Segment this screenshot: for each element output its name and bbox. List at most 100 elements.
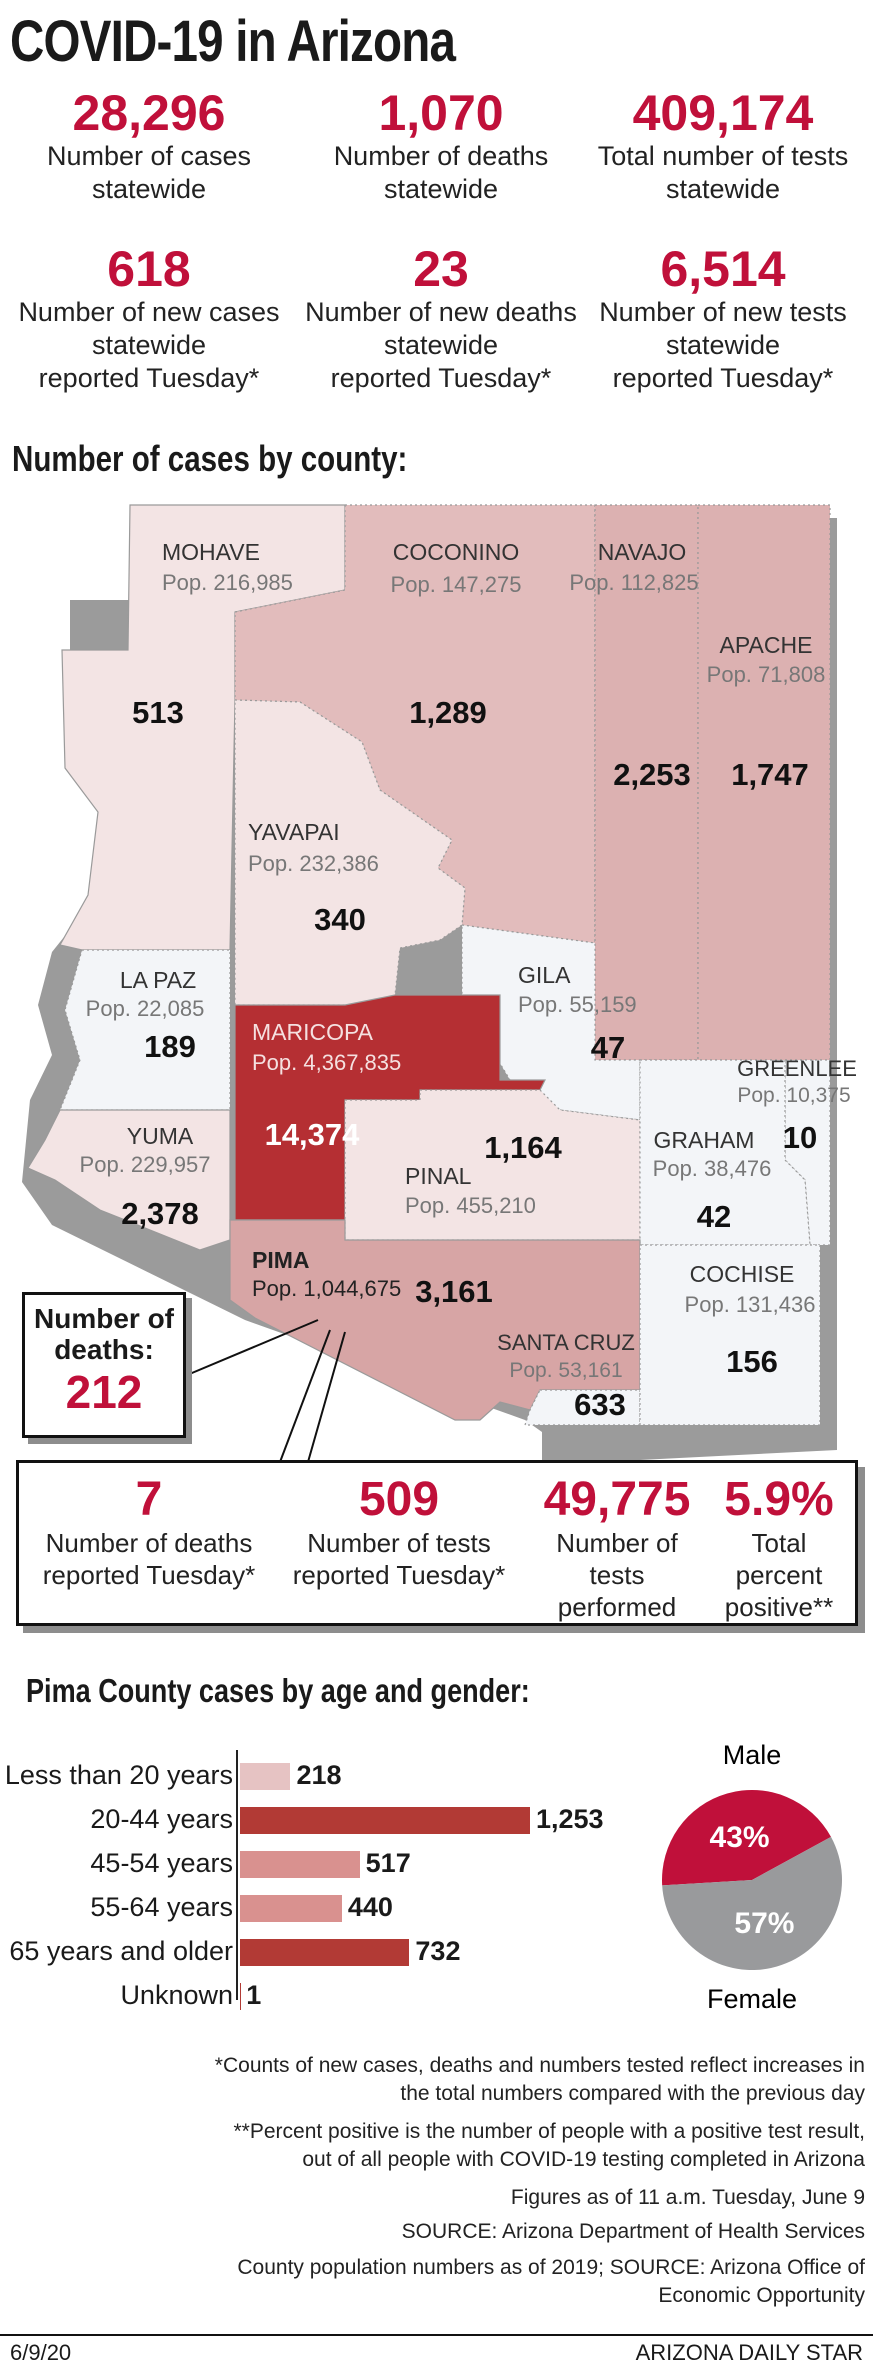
bar-value-label: 517 — [365, 1848, 411, 1878]
label-santacruz-name: SANTA CRUZ — [497, 1330, 635, 1355]
bar-value-label: 732 — [415, 1936, 461, 1966]
bar — [240, 1807, 530, 1834]
county-la-paz — [59, 949, 231, 1111]
label-maricopa-pop: Pop. 4,367,835 — [252, 1050, 401, 1075]
label-mohave-cases: 513 — [132, 695, 184, 730]
county-yavapai — [234, 699, 466, 1006]
pie-value-label: 43% — [710, 1821, 770, 1854]
pima-stat-deaths: 7 Number of deaths reported Tuesday* — [42, 1473, 256, 1590]
label-pima-name: PIMA — [252, 1247, 310, 1273]
pie-label-female: Female — [707, 1984, 797, 2014]
bar — [240, 1763, 291, 1790]
bar-value-label: 218 — [296, 1760, 342, 1790]
bar-category-label: Unknown — [120, 1980, 233, 2010]
label-pima-pop: Pop. 1,044,675 — [252, 1276, 401, 1301]
county-map: MOHAVE Pop. 216,985 513 COCONINO Pop. 14… — [22, 504, 857, 1463]
label-yuma-name: YUMA — [127, 1123, 194, 1149]
bar — [240, 1939, 410, 1966]
bar-category-label: 55-64 years — [90, 1892, 233, 1922]
footnote-source: SOURCE: Arizona Department of Health Ser… — [401, 2220, 865, 2243]
bar-category-label: 20-44 years — [90, 1804, 233, 1834]
stat-tests: 409,174 Total number of tests statewide — [597, 85, 849, 204]
bar-value-label: 440 — [347, 1892, 393, 1922]
stat-new-deaths: 23 Number of new deaths statewide report… — [305, 241, 577, 393]
label-lapaz-name: LA PAZ — [120, 967, 196, 993]
label-navajo-name: NAVAJO — [598, 539, 687, 565]
county-yuma — [27, 1109, 231, 1251]
pie-label-male: Male — [723, 1740, 782, 1770]
label-graham-cases: 42 — [697, 1199, 731, 1234]
label-yuma-cases: 2,378 — [121, 1196, 199, 1231]
label-cochise-name: COCHISE — [690, 1261, 795, 1287]
pima-stat-percent-positive: 5.9% Total percent positive** — [724, 1473, 834, 1622]
label-cochise-pop: Pop. 131,436 — [685, 1292, 816, 1317]
bar-category-label: 45-54 years — [90, 1848, 233, 1878]
label-pima-cases: 3,161 — [415, 1274, 493, 1309]
callout-line-2 — [279, 1329, 331, 1463]
gender-pie-chart: Male 43% 57% Female — [662, 1740, 842, 2014]
pima-stat-tests-reported: 509 Number of tests reported Tuesday* — [292, 1473, 506, 1590]
pie-slice-female — [662, 1836, 842, 1970]
label-apache-pop: Pop. 71,808 — [707, 662, 826, 687]
label-cochise-cases: 156 — [726, 1344, 778, 1379]
footer-date: 6/9/20 — [10, 2340, 72, 2365]
label-yuma-pop: Pop. 229,957 — [80, 1152, 211, 1177]
pie-slice-male — [662, 1790, 831, 1886]
label-coconino-cases: 1,289 — [409, 695, 487, 730]
bar-category-label: Less than 20 years — [4, 1760, 233, 1790]
age-gender-heading: Pima County cases by age and gender: — [26, 1672, 530, 1709]
pima-deaths-box: Number of deaths: 212 — [22, 1292, 186, 1438]
label-maricopa-name: MARICOPA — [252, 1019, 374, 1045]
label-gila-pop: Pop. 55,159 — [518, 992, 637, 1017]
label-yavapai-pop: Pop. 232,386 — [248, 851, 379, 876]
bar-value-label: 1,253 — [536, 1804, 604, 1834]
bar-category-label: 65 years and older — [9, 1936, 233, 1966]
label-lapaz-pop: Pop. 22,085 — [86, 996, 205, 1021]
label-greenlee-pop: Pop. 10,375 — [737, 1084, 850, 1107]
label-navajo-pop: Pop. 112,825 — [569, 570, 698, 595]
county-navajo — [594, 504, 699, 1061]
label-gila-name: GILA — [518, 962, 571, 988]
label-santacruz-cases: 633 — [574, 1387, 626, 1422]
label-yavapai-cases: 340 — [314, 902, 366, 937]
footer-source: ARIZONA DAILY STAR — [635, 2340, 863, 2365]
label-gila-cases: 47 — [591, 1030, 625, 1065]
bar — [240, 1851, 360, 1878]
bar-axis — [236, 1750, 238, 2000]
label-pinal-cases: 1,164 — [484, 1130, 562, 1165]
stat-new-tests: 6,514 Number of new tests statewide repo… — [599, 241, 847, 393]
label-mohave-name: MOHAVE — [162, 539, 260, 565]
stat-deaths: 1,070 Number of deaths statewide — [333, 85, 549, 204]
county-santa-cruz — [524, 1389, 641, 1426]
label-graham-pop: Pop. 38,476 — [653, 1156, 772, 1181]
label-graham-name: GRAHAM — [654, 1127, 755, 1153]
label-pinal-pop: Pop. 455,210 — [405, 1193, 536, 1218]
label-apache-name: APACHE — [720, 632, 813, 658]
label-coconino-pop: Pop. 147,275 — [391, 572, 522, 597]
callout-line — [179, 1319, 319, 1379]
footnote-population: County population numbers as of 2019; SO… — [237, 2256, 865, 2307]
label-apache-cases: 1,747 — [731, 757, 809, 792]
bar — [240, 1895, 342, 1922]
page-title: COVID-19 in Arizona — [10, 9, 456, 74]
label-yavapai-name: YAVAPAI — [248, 819, 340, 845]
label-greenlee-cases: 10 — [783, 1120, 817, 1155]
bar-value-label: 1 — [246, 1980, 262, 2010]
pie-value-label: 57% — [734, 1907, 794, 1940]
map-heading: Number of cases by county: — [12, 438, 408, 479]
county-graham — [639, 1059, 811, 1246]
pima-stat-tests-performed: 49,775 Number of tests performed — [543, 1473, 691, 1622]
label-coconino-name: COCONINO — [393, 539, 520, 565]
label-pinal-name: PINAL — [405, 1163, 472, 1189]
callout-line-3 — [307, 1331, 346, 1463]
footnote-date: Figures as of 11 a.m. Tuesday, June 9 — [510, 2186, 865, 2209]
label-greenlee-name: GREENLEE — [737, 1056, 857, 1081]
label-mohave-pop: Pop. 216,985 — [162, 570, 293, 595]
footnote-2: **Percent positive is the number of peop… — [233, 2120, 866, 2171]
county-cochise — [639, 1244, 821, 1426]
stat-new-cases: 618 Number of new cases statewide report… — [18, 241, 280, 393]
footer-rule — [0, 2334, 873, 2336]
label-navajo-cases: 2,253 — [613, 757, 691, 792]
label-lapaz-cases: 189 — [144, 1029, 196, 1064]
footnote-1: *Counts of new cases, deaths and numbers… — [214, 2054, 865, 2105]
